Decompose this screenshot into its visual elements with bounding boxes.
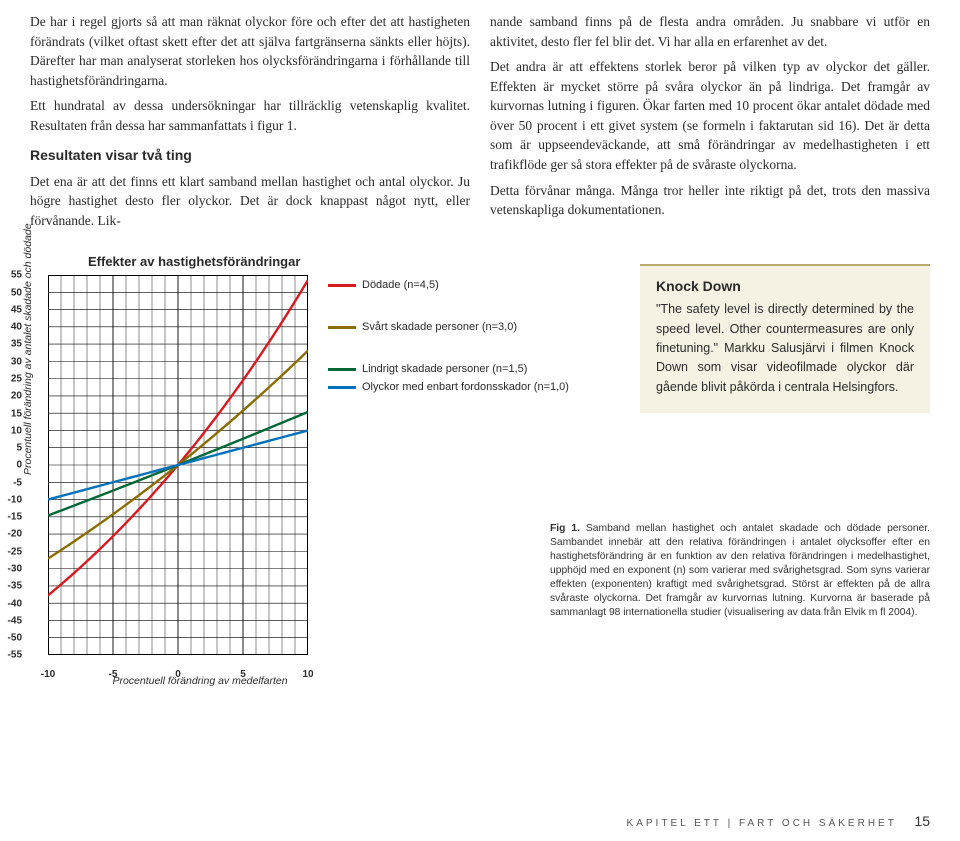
chapter-label: KAPITEL ETT | FART OCH SÄKERHET [627, 818, 897, 829]
y-tick-label: -20 [0, 529, 22, 540]
y-tick-label: -45 [0, 615, 22, 626]
paragraph: Det andra är att effektens storlek beror… [490, 57, 930, 174]
y-tick-label: 15 [0, 408, 22, 419]
legend-label: Olyckor med enbart fordonsskador (n=1,0) [362, 381, 569, 393]
chart-legend: Dödade (n=4,5) Svårt skadade personer (n=… [328, 279, 569, 399]
chart-section: Effekter av hastighetsförändringar Proce… [30, 254, 590, 687]
legend-label: Lindrigt skadade personer (n=1,5) [362, 363, 527, 375]
page-number: 15 [914, 813, 930, 829]
legend-item: Olyckor med enbart fordonsskador (n=1,0) [328, 381, 569, 393]
legend-swatch [328, 386, 356, 389]
x-tick-label: 0 [175, 669, 181, 680]
y-tick-label: 0 [0, 460, 22, 471]
knock-down-box: Knock Down "The safety level is directly… [640, 264, 930, 413]
legend-swatch [328, 326, 356, 329]
y-tick-label: 30 [0, 356, 22, 367]
legend-swatch [328, 368, 356, 371]
left-column: De har i regel gjorts så att man räknat … [30, 12, 470, 236]
y-tick-label: -25 [0, 546, 22, 557]
y-tick-label: 20 [0, 391, 22, 402]
right-column: nande samband finns på de flesta andra o… [490, 12, 930, 236]
y-tick-label: -55 [0, 650, 22, 661]
caption-lead: Fig 1. [550, 523, 580, 534]
knock-title: Knock Down [656, 278, 914, 294]
y-tick-label: -10 [0, 494, 22, 505]
chart-title: Effekter av hastighetsförändringar [88, 254, 590, 269]
y-tick-label: -5 [0, 477, 22, 488]
legend-item: Dödade (n=4,5) [328, 279, 569, 291]
paragraph: Det ena är att det finns ett klart samba… [30, 172, 470, 231]
y-tick-label: -40 [0, 598, 22, 609]
y-tick-label: -35 [0, 581, 22, 592]
caption-text: Samband mellan hastighet och antalet ska… [550, 523, 930, 617]
x-tick-label: -10 [41, 669, 55, 680]
x-tick-label: 10 [302, 669, 313, 680]
paragraph: De har i regel gjorts så att man räknat … [30, 12, 470, 90]
chart-plot [48, 275, 308, 655]
paragraph: nande samband finns på de flesta andra o… [490, 12, 930, 51]
legend-label: Dödade (n=4,5) [362, 279, 439, 291]
subheading: Resultaten visar två ting [30, 145, 470, 165]
y-tick-label: 50 [0, 287, 22, 298]
legend-label: Svårt skadade personer (n=3,0) [362, 321, 517, 333]
y-tick-label: -15 [0, 512, 22, 523]
y-axis-label: Procentuell förändring av antalet skadad… [22, 224, 34, 476]
paragraph: Detta förvånar många. Många tror heller … [490, 181, 930, 220]
x-tick-label: -5 [109, 669, 118, 680]
figure-caption: Fig 1. Samband mellan hastighet och anta… [550, 522, 930, 619]
y-tick-label: 55 [0, 270, 22, 281]
y-tick-label: 35 [0, 339, 22, 350]
legend-item: Lindrigt skadade personer (n=1,5) [328, 363, 569, 375]
x-tick-label: 5 [240, 669, 246, 680]
y-tick-label: 25 [0, 373, 22, 384]
y-tick-label: -30 [0, 563, 22, 574]
y-tick-label: 40 [0, 322, 22, 333]
knock-body: "The safety level is directly determined… [656, 300, 914, 397]
y-tick-label: 45 [0, 304, 22, 315]
y-tick-label: 5 [0, 443, 22, 454]
y-tick-label: -50 [0, 633, 22, 644]
paragraph: Ett hundratal av dessa undersökningar ha… [30, 96, 470, 135]
y-tick-label: 10 [0, 425, 22, 436]
legend-swatch [328, 284, 356, 287]
legend-item: Svårt skadade personer (n=3,0) [328, 321, 569, 333]
page-footer: KAPITEL ETT | FART OCH SÄKERHET 15 [627, 813, 930, 829]
